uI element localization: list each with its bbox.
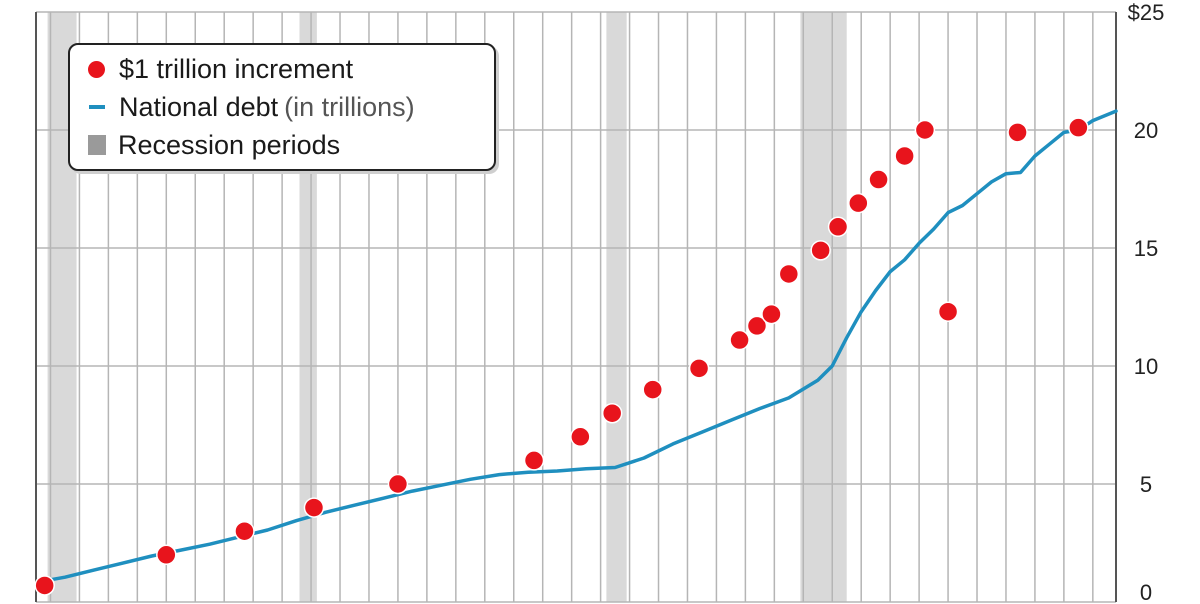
increment-dot [894, 145, 915, 167]
increment-dot [827, 216, 849, 238]
y-tick-label: 15 [1134, 236, 1158, 261]
legend-label-debt: National debt [119, 91, 279, 122]
increment-dot [729, 329, 750, 351]
increment-dot [778, 263, 800, 285]
increment-dot [387, 473, 409, 495]
recession-band [606, 12, 627, 602]
recession-band [800, 12, 847, 602]
increment-dot [937, 301, 959, 322]
y-tick-label: 0 [1140, 580, 1152, 604]
legend-label-increment: $1 trillion increment [119, 53, 354, 84]
y-tick-label: 10 [1134, 354, 1158, 379]
debt-line [42, 109, 1118, 583]
y-tick-label: 5 [1140, 472, 1152, 497]
legend: $1 trillion increment National debt (in … [68, 43, 496, 171]
legend-item-increment: $1 trillion increment [86, 51, 353, 87]
increment-dot [234, 520, 255, 542]
y-tick-label: $25 [1128, 0, 1165, 25]
increment-dot [688, 358, 710, 379]
blue-line-icon [89, 105, 105, 109]
increment-dot [523, 450, 545, 471]
increment-dot [810, 240, 831, 261]
debt-line-layer [42, 109, 1118, 583]
increment-dot [848, 192, 869, 214]
gray-box-icon [88, 135, 106, 155]
y-axis-ticks: 0 5 10 15 20 $25 [1128, 0, 1165, 604]
increment-dot [1007, 122, 1028, 143]
legend-item-debt: National debt (in trillions) [86, 89, 415, 125]
increment-dot [746, 315, 768, 337]
increment-dot [156, 544, 177, 566]
increment-dot [303, 497, 325, 518]
increment-dot [1068, 117, 1089, 138]
increment-dot [570, 426, 591, 448]
increment-dot [761, 303, 782, 325]
y-tick-label: 20 [1134, 118, 1158, 143]
increment-dots [34, 117, 1089, 596]
legend-label-recession: Recession periods [118, 129, 341, 160]
increment-dot [601, 402, 623, 424]
red-dot-icon [88, 60, 105, 78]
increment-dot [914, 119, 936, 141]
increment-dot [868, 169, 889, 190]
increment-dot [642, 379, 663, 400]
legend-item-recession: Recession periods [86, 127, 340, 163]
increment-dot [34, 575, 55, 596]
legend-label-debt-unit: (in trillions) [284, 91, 415, 122]
